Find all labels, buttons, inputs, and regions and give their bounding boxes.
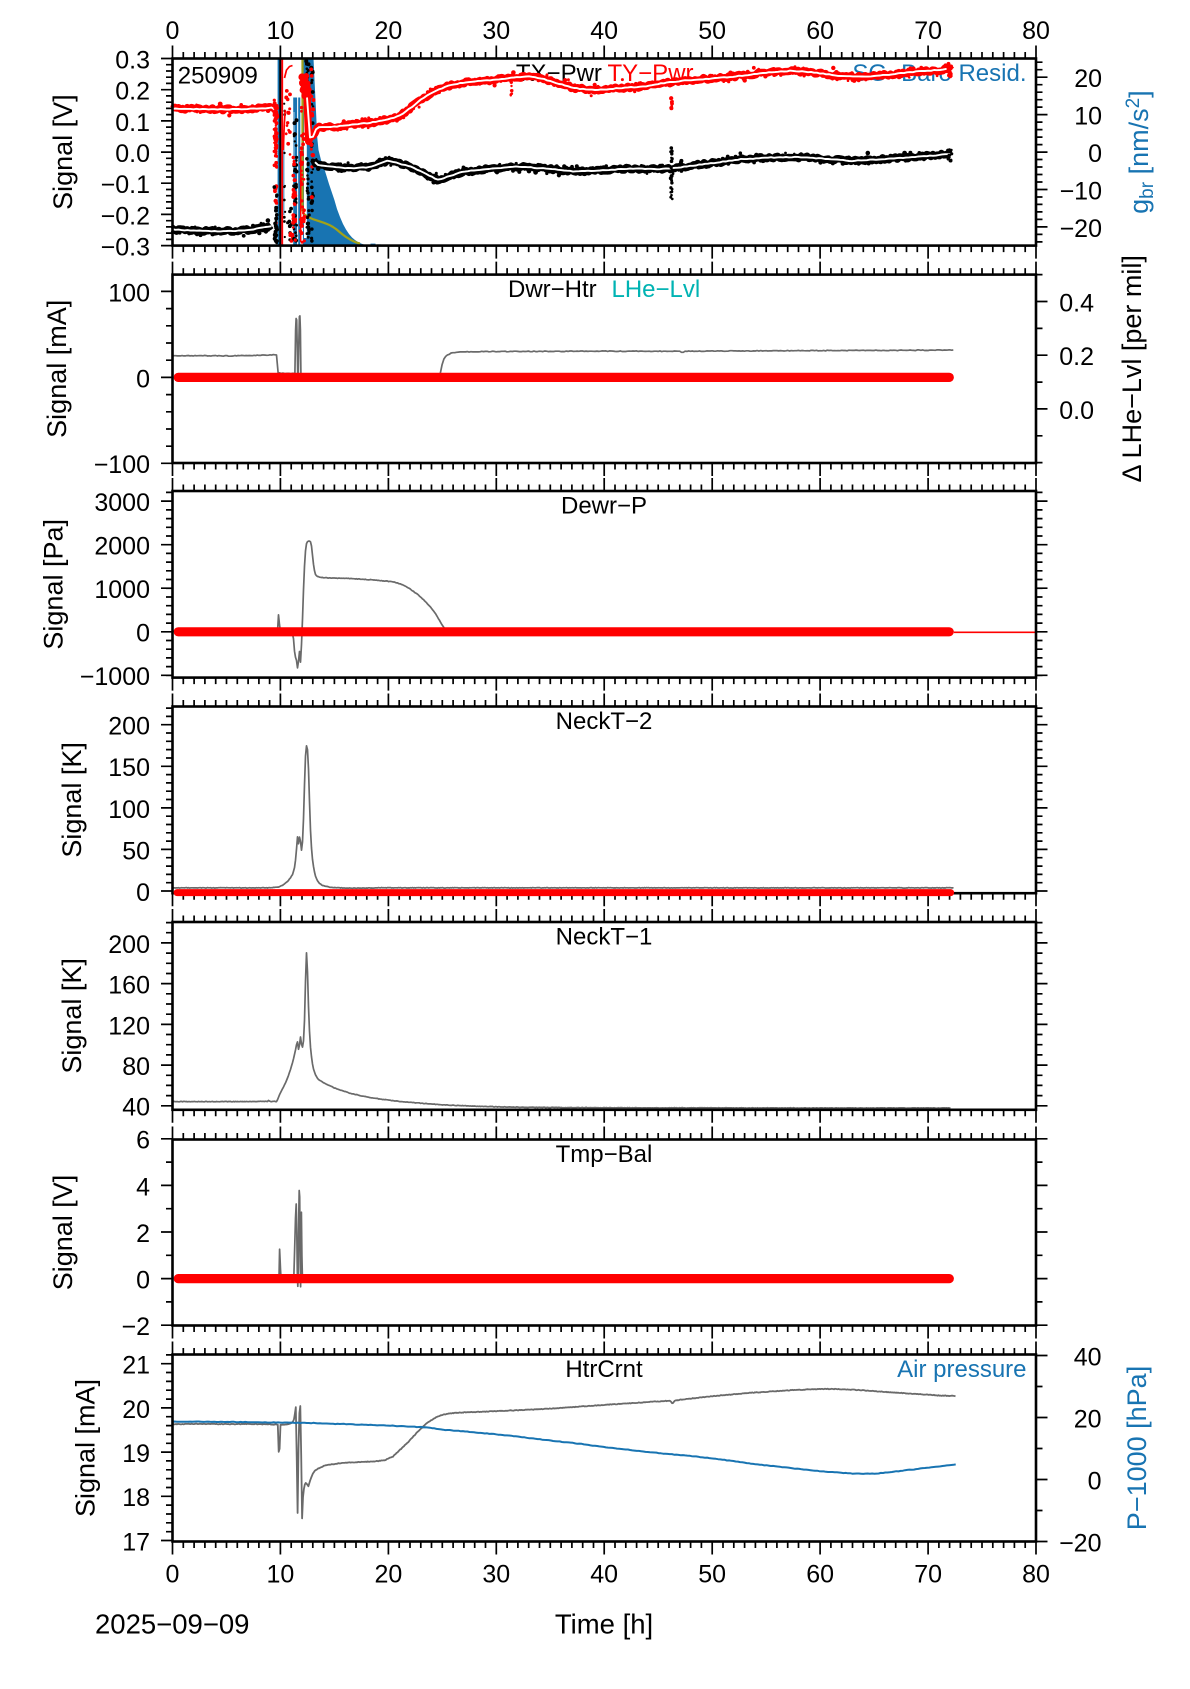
svg-text:150: 150 <box>108 754 150 782</box>
svg-text:NeckT−2: NeckT−2 <box>556 708 653 735</box>
svg-text:18: 18 <box>122 1484 150 1512</box>
svg-text:40: 40 <box>590 17 618 45</box>
svg-text:0: 0 <box>1088 140 1102 168</box>
svg-text:120: 120 <box>108 1012 150 1040</box>
svg-text:−20: −20 <box>1059 1529 1101 1557</box>
svg-text:0.4: 0.4 <box>1059 289 1094 317</box>
svg-text:0: 0 <box>136 879 150 907</box>
svg-text:−10: −10 <box>1060 177 1102 205</box>
svg-text:1000: 1000 <box>94 576 150 604</box>
svg-text:19: 19 <box>122 1440 150 1468</box>
svg-text:100: 100 <box>108 796 150 824</box>
svg-text:2025−09−09: 2025−09−09 <box>95 1609 249 1640</box>
svg-text:20: 20 <box>374 17 402 45</box>
svg-text:HtrCrnt: HtrCrnt <box>565 1356 643 1383</box>
svg-text:Signal [V]: Signal [V] <box>48 94 78 210</box>
svg-text:50: 50 <box>698 17 726 45</box>
svg-text:50: 50 <box>122 837 150 865</box>
svg-text:0.0: 0.0 <box>115 140 150 168</box>
svg-text:Signal [mA]: Signal [mA] <box>42 300 72 438</box>
svg-text:2: 2 <box>136 1220 150 1248</box>
svg-text:200: 200 <box>108 931 150 959</box>
svg-text:Signal [Pa]: Signal [Pa] <box>39 519 69 650</box>
svg-text:Signal [V]: Signal [V] <box>48 1175 78 1291</box>
svg-text:10: 10 <box>266 1560 294 1588</box>
svg-text:160: 160 <box>108 972 150 1000</box>
svg-text:40: 40 <box>122 1094 150 1122</box>
svg-text:−0.1: −0.1 <box>101 171 150 199</box>
svg-text:NeckT−1: NeckT−1 <box>556 923 653 950</box>
svg-text:Time [h]: Time [h] <box>555 1609 653 1640</box>
svg-text:0: 0 <box>1088 1467 1102 1495</box>
svg-text:3000: 3000 <box>94 489 150 517</box>
svg-text:6: 6 <box>136 1127 150 1155</box>
svg-text:50: 50 <box>698 1560 726 1588</box>
svg-text:gbr [nm/s2]: gbr [nm/s2] <box>1123 90 1158 214</box>
svg-text:20: 20 <box>374 1560 402 1588</box>
svg-text:10: 10 <box>1074 103 1102 131</box>
svg-text:2000: 2000 <box>94 533 150 561</box>
svg-text:60: 60 <box>806 17 834 45</box>
svg-text:200: 200 <box>108 713 150 741</box>
svg-text:70: 70 <box>914 1560 942 1588</box>
svg-text:250909: 250909 <box>178 62 258 89</box>
svg-text:0: 0 <box>136 1267 150 1295</box>
svg-text:40: 40 <box>590 1560 618 1588</box>
svg-text:Dwr−Htr: Dwr−Htr <box>508 276 597 303</box>
svg-text:Air pressure: Air pressure <box>897 1356 1026 1383</box>
svg-text:−1000: −1000 <box>80 663 150 691</box>
svg-text:0: 0 <box>166 17 180 45</box>
svg-text:70: 70 <box>914 17 942 45</box>
svg-text:0: 0 <box>136 620 150 648</box>
svg-text:30: 30 <box>482 17 510 45</box>
svg-text:Tmp−Bal: Tmp−Bal <box>556 1141 653 1168</box>
svg-text:0: 0 <box>136 365 150 393</box>
svg-text:−0.2: −0.2 <box>101 202 150 230</box>
svg-text:Signal [mA]: Signal [mA] <box>71 1379 101 1517</box>
svg-text:17: 17 <box>122 1528 150 1556</box>
svg-text:Signal [K]: Signal [K] <box>57 742 87 858</box>
svg-text:Δ LHe−Lvl [per mil]: Δ LHe−Lvl [per mil] <box>1117 255 1147 482</box>
svg-text:10: 10 <box>266 17 294 45</box>
svg-text:LHe−Lvl: LHe−Lvl <box>612 276 701 303</box>
svg-text:−100: −100 <box>94 451 150 479</box>
svg-text:100: 100 <box>108 279 150 307</box>
svg-text:0: 0 <box>166 1560 180 1588</box>
svg-text:30: 30 <box>482 1560 510 1588</box>
svg-text:80: 80 <box>122 1053 150 1081</box>
svg-text:P−1000 [hPa]: P−1000 [hPa] <box>1122 1366 1152 1530</box>
svg-text:20: 20 <box>122 1396 150 1424</box>
svg-text:0.1: 0.1 <box>115 109 150 137</box>
svg-text:20: 20 <box>1074 65 1102 93</box>
svg-text:0.2: 0.2 <box>115 78 150 106</box>
svg-text:40: 40 <box>1074 1343 1102 1371</box>
svg-text:80: 80 <box>1022 17 1050 45</box>
svg-text:0.2: 0.2 <box>1059 343 1094 371</box>
svg-text:−0.3: −0.3 <box>101 234 150 262</box>
svg-text:20: 20 <box>1074 1405 1102 1433</box>
svg-text:Signal [K]: Signal [K] <box>57 958 87 1074</box>
svg-text:0.3: 0.3 <box>115 46 150 74</box>
svg-text:4: 4 <box>136 1173 150 1201</box>
svg-text:80: 80 <box>1022 1560 1050 1588</box>
svg-text:21: 21 <box>122 1352 150 1380</box>
svg-text:−2: −2 <box>121 1313 150 1341</box>
svg-text:0.0: 0.0 <box>1059 397 1094 425</box>
svg-text:60: 60 <box>806 1560 834 1588</box>
svg-text:−20: −20 <box>1060 215 1102 243</box>
svg-text:Dewr−P: Dewr−P <box>561 492 647 519</box>
